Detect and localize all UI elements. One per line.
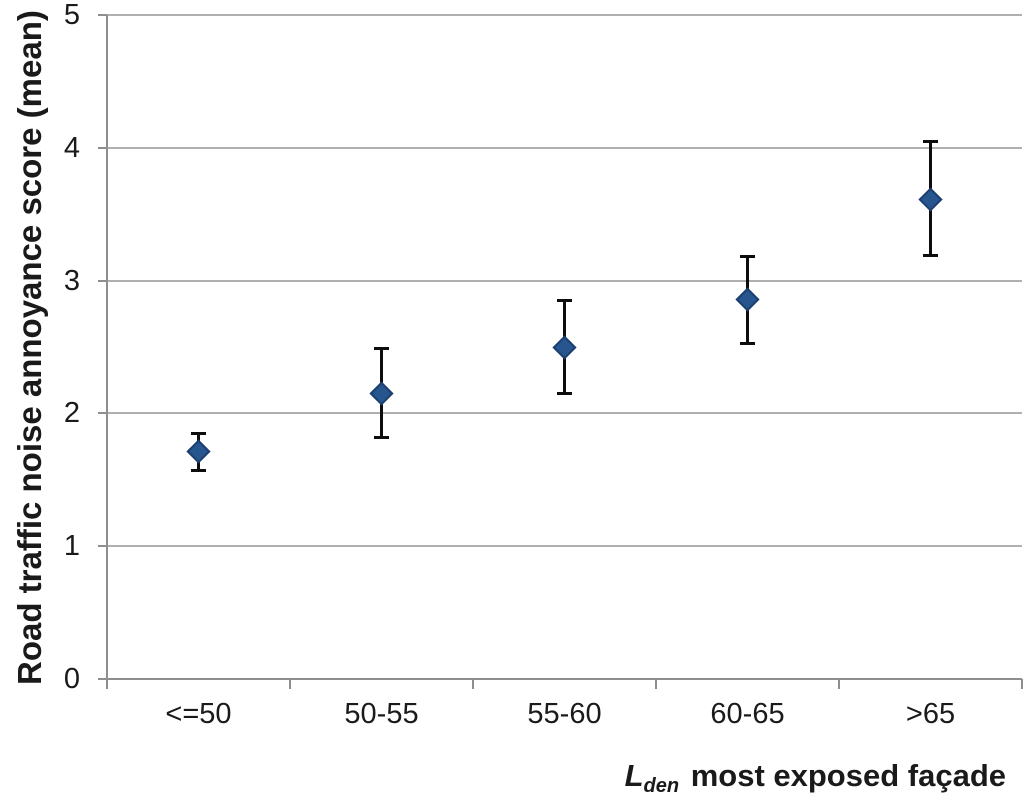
y-gridline: [107, 14, 1022, 16]
error-bar-cap-top: [191, 431, 206, 435]
x-tick-label: 60-65: [710, 698, 785, 730]
y-axis-tick: [98, 678, 107, 680]
x-axis-tick: [655, 679, 657, 689]
x-axis-tick: [472, 679, 474, 689]
y-axis-line: [106, 15, 108, 689]
y-tick-label: 3: [63, 264, 80, 297]
x-tick-label: <=50: [165, 698, 232, 730]
y-gridline: [107, 279, 1022, 282]
x-axis-tick: [838, 679, 840, 689]
error-bar-cap-bottom: [191, 469, 206, 472]
y-axis-title: Road traffic noise annoyance score (mean…: [11, 10, 48, 685]
y-axis-tick: [98, 146, 107, 149]
error-bar-cap-top: [923, 139, 938, 143]
error-bar-cap-bottom: [740, 341, 755, 345]
x-tick-label: 55-60: [527, 698, 602, 730]
y-tick-label: 2: [63, 397, 80, 430]
y-gridline: [107, 146, 1022, 149]
y-axis-tick: [98, 279, 107, 282]
data-point-diamond: [186, 439, 211, 464]
x-axis-title-symbol: L: [624, 758, 644, 793]
y-gridline: [107, 412, 1022, 415]
y-tick-label: 5: [63, 0, 80, 31]
data-point-diamond: [735, 287, 760, 312]
y-tick-label: 0: [63, 663, 80, 695]
y-axis-tick: [98, 545, 107, 548]
error-bar-cap-top: [374, 346, 389, 350]
error-bar-cap-bottom: [923, 253, 938, 257]
data-point-diamond: [552, 334, 577, 360]
x-tick-label: >65: [905, 698, 956, 730]
x-axis-tick: [1021, 679, 1023, 689]
y-axis-tick: [98, 412, 107, 415]
error-bar-cap-top: [740, 255, 755, 259]
y-gridline: [107, 545, 1022, 548]
x-axis-title-subscript: den: [643, 775, 680, 797]
error-bar-cap-top: [557, 299, 572, 303]
y-axis-tick: [98, 14, 107, 16]
error-bar-cap-bottom: [557, 391, 572, 395]
x-axis-line: [98, 678, 1022, 680]
data-point-diamond: [918, 187, 943, 212]
y-tick-label: 4: [63, 131, 80, 164]
data-point-diamond: [369, 381, 394, 406]
error-bar-cap-bottom: [374, 435, 389, 439]
y-tick-label: 1: [63, 530, 80, 563]
x-tick-label: 50-55: [344, 698, 419, 730]
x-axis-title-text: most exposed façade: [682, 758, 1006, 793]
x-axis-title: Lden most exposed façade: [625, 758, 1006, 798]
x-axis-tick: [289, 679, 291, 689]
